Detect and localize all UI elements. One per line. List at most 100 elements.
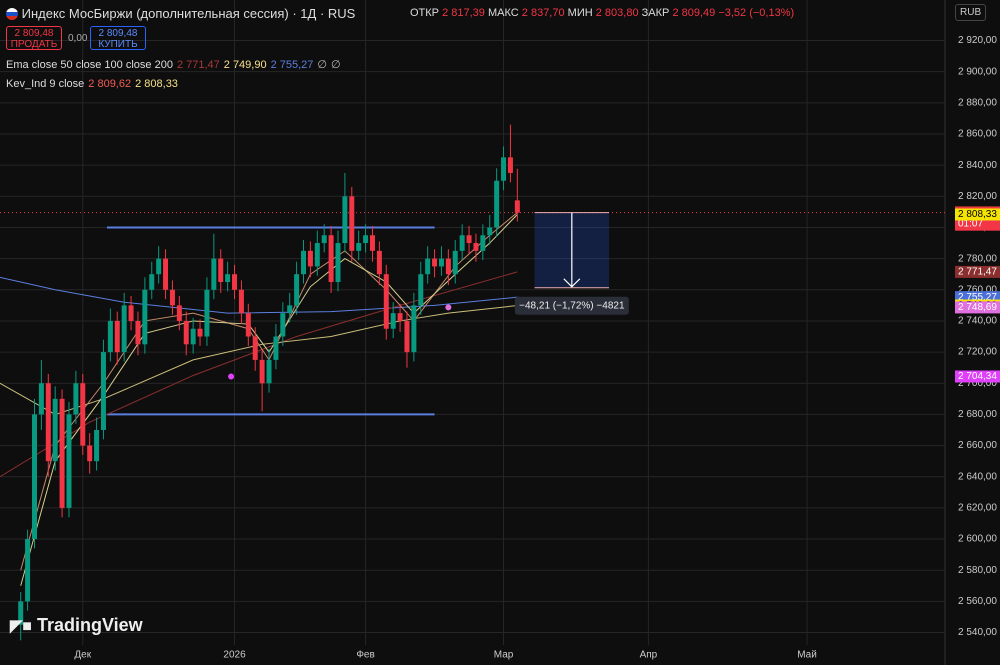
y-tick-label: 2 880,00 [958,97,997,108]
candle-body [121,305,127,353]
indicator-value: 2 749,90 [223,59,267,71]
indicator-value: 2 755,27 [270,59,314,71]
candle-body [204,289,210,337]
candle-body [107,320,113,353]
label: ПРОДАТЬ [10,39,58,50]
candle-body [238,289,244,314]
candle-body [38,383,44,415]
candle-body [218,258,224,282]
candle-body [507,157,513,173]
candle-body [501,157,507,181]
label: КУПИТЬ [98,39,138,50]
candle-body [369,235,375,251]
x-tick-label: 2026 [223,650,246,661]
y-tick-label: 2 560,00 [958,596,997,607]
candle-body [128,305,134,321]
y-tick-label: 2 580,00 [958,565,997,576]
candle-body [438,258,444,267]
marker [228,373,235,380]
candle-body [25,539,31,602]
candle-body [211,258,217,290]
sell-button[interactable]: 2 809,48 ПРОДАТЬ [6,26,62,50]
y-tick-label: 2 720,00 [958,347,997,358]
candle-body [280,313,286,337]
logo-text: TradingView [36,615,143,635]
candle-body [459,235,465,251]
currency[interactable]: RUB [955,4,987,21]
indicator-line [20,214,518,586]
value: 2 809,49 [672,7,716,19]
candle-body [397,313,403,321]
indicator: Kev_Ind 9 close 2 809,62 2 808,33 [6,78,178,90]
value: 2 837,70 [521,7,565,19]
indicator: Ema close 50 close 100 close 200 2 771,47… [6,58,341,71]
candle-body [142,289,148,345]
x-tick-label: Дек [74,650,91,661]
candle-body [307,250,313,267]
buy-button[interactable]: 2 809,48 КУПИТЬ [90,26,146,50]
price-label: 2 755,27 [958,292,997,303]
candle-body [149,274,155,290]
candle-body [100,352,106,430]
indicator-value: ∅ [331,59,341,71]
price-label: 2 704,34 [958,371,997,382]
candle-body [169,289,175,306]
label: МАКС [487,7,519,19]
candle-body [487,227,493,236]
axis-panel [945,0,1000,665]
x-tick-label: Фев [356,650,374,661]
candle-body [452,250,458,275]
candle-body [45,383,51,462]
candle-body [349,196,355,251]
candle-body [80,383,86,446]
candle-body [66,414,72,508]
candle-body [418,274,424,306]
symbol-row: Индекс МосБиржи (дополнительная сессия) … [6,6,355,21]
y-tick-label: 2 660,00 [958,440,997,451]
label: ЗАКР [641,7,670,19]
price-label: 2 748,69 [958,302,997,313]
y-tick-label: 2 540,00 [958,627,997,638]
indicator-line [0,305,518,415]
candle-body [59,398,65,508]
price-label-box [955,265,1000,278]
price: 2 809,48 [14,28,54,39]
candle-body [335,243,341,282]
candle-body [301,250,307,275]
indicator-value: ∅ [317,59,328,71]
y-tick-label: 2 740,00 [958,316,997,327]
price: 2 809,48 [98,28,138,39]
x-tick-label: Май [797,650,817,661]
candle-body [363,235,369,244]
y-tick-label: 2 780,00 [958,253,997,264]
candle-body [52,398,58,462]
indicator-line [0,276,518,314]
label: ОТКР [410,7,440,19]
candle-body [183,320,189,345]
candle-body [190,328,196,345]
candle-body [273,336,279,360]
candle-body [94,430,100,462]
candle-body [163,258,169,290]
flag [6,8,18,20]
candle-body [252,336,258,360]
candle-body [494,180,500,228]
x-tick-label: Апр [640,650,658,661]
change: −3,52 (−0,13%) [718,7,795,19]
marker [445,304,452,311]
candle-body [356,243,362,251]
candle-body [197,328,203,337]
ohlc-row: ОТКР 2 817,39 МАКС 2 837,70 МИН 2 803,80… [410,7,794,19]
candle-body [466,235,472,244]
indicator-value: 2 809,62 [88,78,132,90]
candle-body [114,320,120,353]
y-tick-label: 2 840,00 [958,160,997,171]
candle-body [404,320,410,353]
y-tick-label: 2 700,00 [958,378,997,389]
indicator-name: Ema close 50 close 100 close 200 [6,59,173,71]
candle-body [445,258,451,275]
candle-body [287,305,293,314]
indicator-name: Kev_Ind 9 close [6,78,85,90]
measure-label: −48,21 (−1,72%) −4821 [519,300,625,311]
